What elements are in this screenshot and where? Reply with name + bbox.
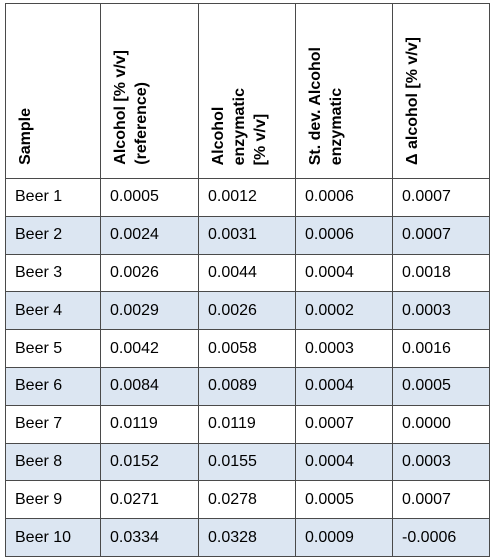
sample-cell: Beer 3 [5, 253, 101, 293]
table-row: Beer 4 0.0029 0.0026 0.0002 0.0003 [5, 291, 490, 331]
table-row: Beer 5 0.0042 0.0058 0.0003 0.0016 [5, 329, 490, 368]
header-line: (reference) [133, 82, 150, 165]
sample-cell: Beer 10 [5, 518, 101, 557]
value-cell: 0.0058 [198, 329, 296, 368]
value-cell: 0.0006 [295, 178, 393, 217]
table-row: Beer 9 0.0271 0.0278 0.0005 0.0007 [5, 480, 490, 520]
table-row: Beer 7 0.0119 0.0119 0.0007 0.0000 [5, 404, 490, 444]
value-cell: 0.0119 [198, 404, 296, 444]
header-row: Sample Alcohol [% v/v] (reference) Alcohol e… [5, 3, 490, 179]
value-cell: -0.0006 [392, 518, 490, 557]
value-cell: 0.0029 [100, 291, 199, 331]
value-cell: 0.0334 [100, 518, 199, 557]
value-cell: 0.0009 [295, 518, 393, 557]
value-cell: 0.0007 [295, 404, 393, 444]
value-cell: 0.0012 [198, 178, 296, 217]
value-cell: 0.0003 [295, 329, 393, 368]
value-cell: 0.0000 [392, 404, 490, 444]
value-cell: 0.0024 [100, 215, 199, 255]
value-cell: 0.0271 [100, 480, 199, 520]
sample-cell: Beer 7 [5, 404, 101, 444]
header-cell: Alcohol enzymatic [% v/v] [198, 3, 296, 179]
header-cell: Sample [5, 3, 101, 179]
value-cell: 0.0044 [198, 253, 296, 293]
sample-cell: Beer 2 [5, 215, 101, 255]
sample-cell: Beer 8 [5, 442, 101, 482]
data-table: Sample Alcohol [% v/v] (reference) Alcohol e… [5, 3, 490, 557]
table-row: Beer 6 0.0084 0.0089 0.0004 0.0005 [5, 366, 490, 406]
header-line: St. dev. Alcohol [307, 46, 324, 165]
header-text: Alcohol enzymatic [% v/v] [208, 88, 271, 165]
table-row: Beer 3 0.0026 0.0044 0.0004 0.0018 [5, 253, 490, 293]
value-cell: 0.0003 [392, 291, 490, 331]
value-cell: 0.0026 [100, 253, 199, 293]
table-row: Beer 10 0.0334 0.0328 0.0009 -0.0006 [5, 518, 490, 557]
value-cell: 0.0042 [100, 329, 199, 368]
value-cell: 0.0152 [100, 442, 199, 482]
header-text: Δ alcohol [% v/v] [402, 37, 423, 165]
value-cell: 0.0004 [295, 253, 393, 293]
value-cell: 0.0119 [100, 404, 199, 444]
value-cell: 0.0004 [295, 366, 393, 406]
value-cell: 0.0155 [198, 442, 296, 482]
value-cell: 0.0084 [100, 366, 199, 406]
header-line: Alcohol [% v/v] [112, 50, 129, 165]
sample-cell: Beer 6 [5, 366, 101, 406]
header-cell: St. dev. Alcohol enzymatic [295, 3, 393, 179]
sample-cell: Beer 4 [5, 291, 101, 331]
table-row: Beer 1 0.0005 0.0012 0.0006 0.0007 [5, 178, 490, 217]
value-cell: 0.0031 [198, 215, 296, 255]
table-row: Beer 2 0.0024 0.0031 0.0006 0.0007 [5, 215, 490, 255]
table-row: Beer 8 0.0152 0.0155 0.0004 0.0003 [5, 442, 490, 482]
sample-cell: Beer 5 [5, 329, 101, 368]
value-cell: 0.0018 [392, 253, 490, 293]
header-line: enzymatic [231, 87, 248, 165]
sample-cell: Beer 9 [5, 480, 101, 520]
value-cell: 0.0002 [295, 291, 393, 331]
value-cell: 0.0007 [392, 480, 490, 520]
header-text: Alcohol [% v/v] (reference) [110, 50, 152, 165]
value-cell: 0.0328 [198, 518, 296, 557]
header-line: Δ alcohol [% v/v] [404, 37, 421, 165]
table-body: Beer 1 0.0005 0.0012 0.0006 0.0007 Beer 2 0.00… [5, 178, 490, 557]
header-line: Alcohol [210, 106, 227, 165]
value-cell: 0.0006 [295, 215, 393, 255]
value-cell: 0.0278 [198, 480, 296, 520]
value-cell: 0.0003 [392, 442, 490, 482]
value-cell: 0.0007 [392, 178, 490, 217]
value-cell: 0.0007 [392, 215, 490, 255]
value-cell: 0.0005 [392, 366, 490, 406]
header-cell: Δ alcohol [% v/v] [392, 3, 490, 179]
header-line: enzymatic [328, 87, 345, 165]
value-cell: 0.0016 [392, 329, 490, 368]
header-line: [% v/v] [252, 113, 269, 165]
value-cell: 0.0005 [295, 480, 393, 520]
value-cell: 0.0089 [198, 366, 296, 406]
header-text: Sample [15, 108, 36, 165]
value-cell: 0.0005 [100, 178, 199, 217]
header-text: St. dev. Alcohol enzymatic [305, 47, 347, 165]
header-line: Sample [17, 108, 34, 165]
sample-cell: Beer 1 [5, 178, 101, 217]
value-cell: 0.0004 [295, 442, 393, 482]
value-cell: 0.0026 [198, 291, 296, 331]
header-cell: Alcohol [% v/v] (reference) [100, 3, 199, 179]
